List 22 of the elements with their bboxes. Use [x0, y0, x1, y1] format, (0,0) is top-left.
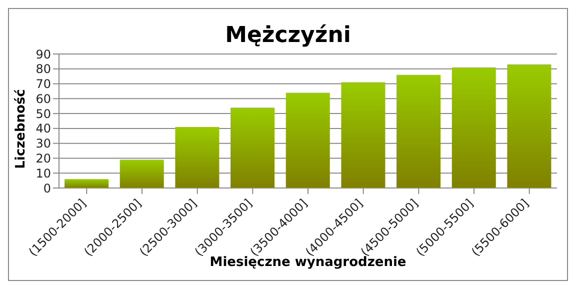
y-tick-label: 90 — [36, 47, 51, 62]
y-tick-label: 10 — [36, 166, 51, 180]
y-axis-title: Liczebność — [14, 89, 28, 169]
bar — [230, 108, 275, 188]
bar — [396, 74, 441, 188]
y-tick-label: 30 — [36, 136, 51, 151]
y-tick-label: 70 — [36, 77, 51, 92]
bar — [120, 160, 164, 188]
chart-title: Mężczyźni — [224, 23, 352, 48]
y-tick-label: 0 — [43, 181, 51, 196]
bar — [507, 64, 552, 188]
y-tick-label: 20 — [36, 151, 51, 166]
x-axis-title: Miesięczne wynagrodzenie — [210, 255, 406, 270]
bar — [64, 179, 109, 188]
bar — [286, 92, 330, 188]
y-tick-label: 40 — [36, 122, 51, 136]
y-tick-label: 80 — [36, 62, 51, 76]
bar — [175, 126, 220, 188]
y-tick-label: 50 — [36, 106, 51, 121]
bar — [341, 82, 386, 188]
y-tick-label: 60 — [36, 92, 51, 106]
bar — [452, 67, 496, 188]
